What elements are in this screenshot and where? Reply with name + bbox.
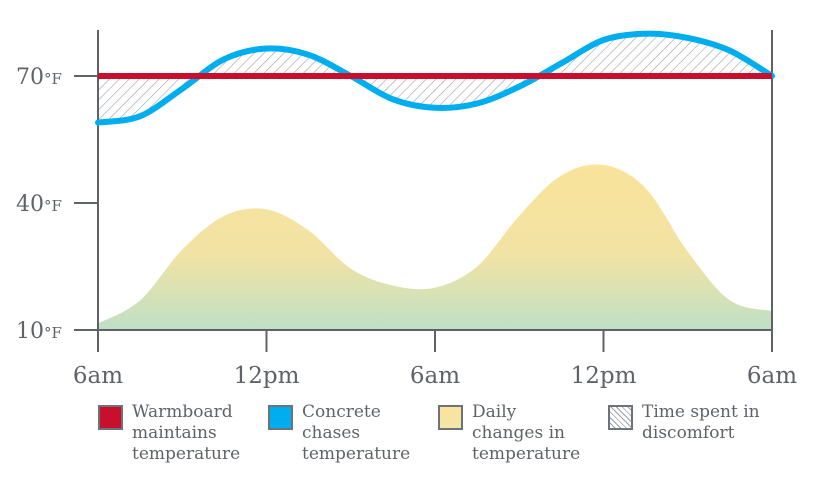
legend-swatch-hatch	[608, 405, 633, 430]
legend-item-warmboard: Warmboard maintains temperature	[98, 402, 240, 465]
legend-label-daily: Daily changes in temperature	[472, 402, 581, 464]
x-tick-label-1: 12pm	[234, 363, 300, 389]
concrete-temperature-line	[95, 30, 775, 126]
legend-label-discomfort: Time spent in discomfort	[642, 402, 760, 443]
y-tick-label-10: 10°F	[16, 319, 62, 344]
y-tick-unit: °F	[44, 197, 62, 215]
legend-swatch-red	[98, 405, 123, 430]
y-tick-number: 40	[16, 192, 44, 217]
y-tick-unit: °F	[44, 324, 62, 342]
legend-label-warmboard: Warmboard maintains temperature	[132, 402, 241, 464]
y-tick-label-40: 40°F	[16, 192, 62, 217]
legend-item-discomfort: Time spent in discomfort	[608, 402, 760, 444]
y-tick-unit: °F	[44, 70, 62, 88]
legend-swatch-yellow	[438, 405, 463, 430]
x-tick-label-2: 6am	[410, 363, 460, 389]
y-tick-label-70: 70°F	[16, 65, 62, 90]
daily-temperature-area	[98, 164, 772, 330]
y-tick-number: 10	[16, 319, 44, 344]
legend-swatch-blue	[268, 405, 293, 430]
x-tick-label-3: 12pm	[571, 363, 637, 389]
legend-label-concrete: Concrete chases temperature	[302, 402, 411, 464]
x-tick-label-4: 6am	[747, 363, 797, 389]
legend: Warmboard maintains temperature Concrete…	[0, 402, 834, 472]
x-tick-label-0: 6am	[73, 363, 123, 389]
legend-item-daily: Daily changes in temperature	[438, 402, 580, 465]
y-tick-number: 70	[16, 65, 44, 90]
legend-item-concrete: Concrete chases temperature	[268, 402, 410, 465]
